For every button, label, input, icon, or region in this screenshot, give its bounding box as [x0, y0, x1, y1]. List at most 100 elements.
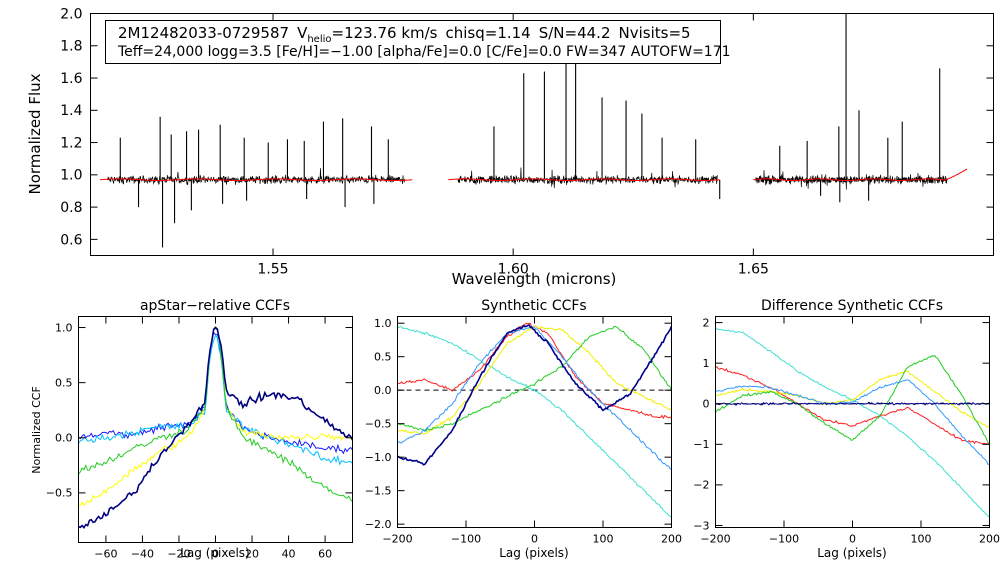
info-nvisits: Nvisits=5 [619, 24, 691, 42]
synthetic-ccf-xlabel: Lag (pixels) [499, 546, 569, 560]
apstar_ccf-plot-area [78, 325, 353, 529]
difference-ccf-ticks: −200 −100 0 100 200 −3 −2 −1 0 1 2 [693, 316, 1000, 545]
difference_ccf-ytick-label: 1 [703, 357, 710, 370]
spectrum-ytick-label: 1.4 [60, 103, 82, 119]
info-line-1: 2M12482033-0729587 Vhelio=123.76 km/s chis… [118, 24, 691, 45]
apstar_ccf-xtick-label: 40 [282, 548, 296, 561]
spectrum-ticks: 1.55 1.60 1.65 0.6 0.8 1.0 1.2 1.4 1.6 1.8 2.0 [60, 6, 994, 278]
apstar_ccf-xtick-label: −40 [131, 548, 154, 561]
spectrum-model-chip [100, 178, 413, 181]
info-snr: S/N=44.2 [539, 24, 611, 42]
info-line-2: Teff=24,000 logg=3.5 [Fe/H]=−1.00 [alpha… [117, 44, 731, 60]
info-vhelio-sub: helio [307, 34, 331, 45]
apstar_ccf-ytick-label: 0.0 [55, 432, 73, 445]
spectrum-ytick-label: 0.8 [60, 200, 82, 216]
apstar_ccf-xtick-label: 60 [318, 548, 332, 561]
difference_ccf-ytick-label: −2 [693, 479, 709, 492]
apstar-ccf-panel: −60 −40 −20 0 20 40 60 −0.5 0.0 0.5 1.0 apStar−rel… [30, 298, 353, 561]
apstar_ccf-series-ccf-4 [78, 327, 353, 502]
synthetic_ccf-xtick-label: −100 [451, 533, 481, 546]
synthetic_ccf-series-s-blue [397, 326, 672, 470]
spectrum-frame [90, 13, 994, 256]
spectrum-model-chip [448, 178, 720, 181]
synthetic_ccf-ytick-label: 1.0 [374, 317, 392, 330]
difference_ccf-xtick-label: 100 [911, 533, 932, 546]
info-vhelio-value: =123.76 km/s [332, 24, 438, 42]
spectrum-panel: 1.55 1.60 1.65 0.6 0.8 1.0 1.2 1.4 1.6 1.8 2.0 2M1… [26, 6, 994, 288]
synthetic_ccf-xtick-label: 100 [593, 533, 614, 546]
apstar_ccf-xtick-label: −60 [94, 548, 117, 561]
difference_ccf-ytick-label: 0 [703, 398, 710, 411]
difference_ccf-ytick-label: 2 [703, 316, 710, 329]
synthetic-ccf-traces [397, 322, 672, 519]
apstar_ccf-series-ccf-2 [78, 334, 353, 466]
spectrum-ytick-label: 0.6 [60, 232, 82, 248]
synthetic_ccf-series-s-green [397, 325, 672, 432]
synthetic-ccf-title: Synthetic CCFs [481, 298, 586, 314]
difference_ccf-series-d-red [715, 366, 990, 445]
spectrum-xtick-label: 1.60 [498, 262, 529, 278]
difference-ccf-xlabel: Lag (pixels) [817, 546, 887, 560]
synthetic_ccf-xtick-label: −200 [382, 533, 412, 546]
apstar-ccf-traces [78, 325, 353, 529]
apstar-ccf-ylabel: Normalized CCF [30, 386, 43, 474]
difference_ccf-series-d-green [715, 354, 990, 445]
spectrum-ytick-label: 1.2 [60, 135, 82, 151]
difference_ccf-series-d-navy [715, 401, 990, 406]
synthetic_ccf-xtick-label: 200 [661, 533, 682, 546]
synthetic_ccf-series-s-yellow [397, 325, 672, 435]
apstar-ccf-frame [78, 316, 353, 543]
apstar_ccf-series-ccf-5 [78, 326, 353, 529]
spectrum-ytick-label: 1.0 [60, 168, 82, 184]
synthetic-ccf-ticks: −200 −100 0 100 200 −2.0 −1.5 −1.0 −0.5 0.0 0.5 1.0 [365, 316, 682, 546]
difference-ccf-traces [715, 327, 990, 519]
info-chisq: chisq=1.14 [446, 24, 531, 42]
spectrum-ytick-label: 1.6 [60, 71, 82, 87]
synthetic_ccf-series-s-red [397, 322, 672, 420]
spectrum-ylabel: Normalized Flux [26, 73, 44, 194]
apstar_ccf-xtick-label: 0 [212, 548, 219, 561]
difference-ccf-panel: −200 −100 0 100 200 −3 −2 −1 0 1 2 Difference Synt… [693, 298, 1000, 560]
synthetic_ccf-series-s-cyan [397, 325, 672, 519]
spectrum-observed-chip [755, 170, 949, 190]
difference_ccf-series-d-cyan [715, 327, 990, 519]
spectrum-xlabel: Wavelength (microns) [452, 270, 617, 288]
apstar-ccf-ticks: −60 −40 −20 0 20 40 60 −0.5 0.0 0.5 1.0 [46, 316, 353, 561]
synthetic_ccf-series-s-navy [397, 323, 672, 466]
apstar_ccf-xtick-label: 20 [245, 548, 259, 561]
difference-ccf-title: Difference Synthetic CCFs [761, 298, 943, 314]
spectrum-info-box: 2M12482033-0729587 Vhelio=123.76 km/s chis… [105, 20, 731, 64]
apstar-ccf-title: apStar−relative CCFs [140, 298, 290, 314]
synthetic_ccf-xtick-label: 0 [531, 533, 538, 546]
difference_ccf-series-d-blue [715, 379, 990, 465]
spectrum-traces [100, 13, 968, 248]
synthetic_ccf-ytick-label: 0.0 [374, 384, 392, 397]
synthetic_ccf-ytick-label: 0.5 [374, 351, 392, 364]
info-box-frame [105, 20, 721, 64]
difference-ccf-frame [715, 316, 990, 528]
synthetic-ccf-panel: −200 −100 0 100 200 −2.0 −1.5 −1.0 −0.5 0.0 0.5 1.0… [365, 298, 682, 560]
info-star-id: 2M12482033-0729587 [118, 24, 289, 42]
difference_ccf-series-d-yellow [715, 370, 990, 428]
apstar_ccf-xtick-label: −20 [167, 548, 190, 561]
synthetic_ccf-ytick-label: −2.0 [365, 518, 392, 531]
difference_ccf-plot-area [715, 327, 990, 519]
difference_ccf-ytick-label: −1 [693, 438, 709, 451]
apstar_ccf-ytick-label: 0.5 [55, 376, 73, 389]
spectrum-xtick-label: 1.65 [738, 262, 769, 278]
difference_ccf-xtick-label: 200 [979, 533, 1000, 546]
spectrum-ytick-label: 2.0 [60, 6, 82, 22]
apstar-ccf-xlabel: Lag (pixels) [180, 546, 250, 560]
spectrum-ytick-label: 1.8 [60, 39, 82, 55]
info-vhelio-label: V [297, 24, 308, 42]
difference_ccf-xtick-label: 0 [849, 533, 856, 546]
difference_ccf-xtick-label: −100 [769, 533, 799, 546]
apstar_ccf-ytick-label: 1.0 [55, 321, 73, 334]
synthetic_ccf-plot-area [397, 322, 672, 519]
spectrum-observed-chip [457, 167, 718, 189]
spectrum-xtick-label: 1.55 [257, 262, 288, 278]
spectrum-plot-area [100, 13, 968, 248]
synthetic_ccf-ytick-label: −1.0 [365, 451, 392, 464]
difference_ccf-xtick-label: −200 [700, 533, 730, 546]
